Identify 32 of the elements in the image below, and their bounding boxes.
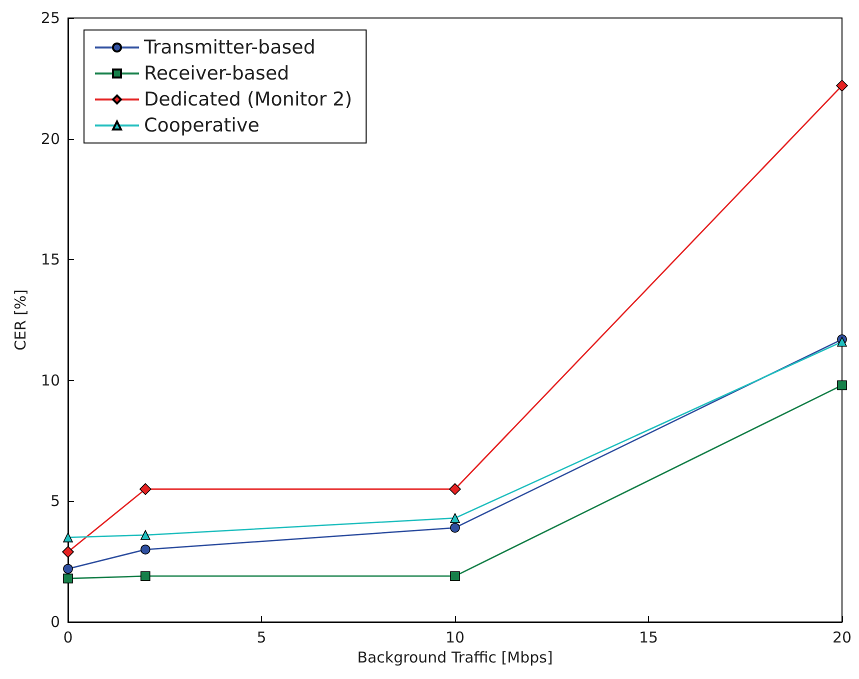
- point: [62, 546, 74, 558]
- y-tick-label: 5: [50, 492, 60, 510]
- point: [140, 544, 150, 554]
- legend-label: Cooperative: [144, 114, 260, 136]
- y-tick-label: 10: [40, 371, 60, 390]
- legend-label: Transmitter-based: [143, 36, 316, 58]
- point: [449, 483, 461, 496]
- x-tick-label: 20: [832, 628, 852, 646]
- point: [63, 532, 73, 542]
- point: [140, 571, 150, 581]
- point: [837, 380, 847, 390]
- x-tick-label: 5: [256, 628, 266, 646]
- x-tick-label: 15: [638, 628, 658, 646]
- point: [450, 571, 460, 581]
- point: [140, 483, 152, 496]
- point: [450, 513, 460, 524]
- y-tick-label: 25: [40, 9, 60, 27]
- x-tick-label: 0: [63, 628, 73, 646]
- point: [450, 522, 460, 533]
- legend-label: Dedicated (Monitor 2): [144, 88, 352, 110]
- point: [837, 336, 847, 347]
- point: [63, 564, 73, 574]
- point: [836, 80, 848, 92]
- legend-label: Receiver-based: [144, 62, 290, 84]
- y-axis-title: CER [%]: [12, 289, 30, 351]
- y-tick-label: 0: [50, 613, 60, 631]
- x-axis-title: Background Traffic [Mbps]: [357, 648, 553, 666]
- point: [63, 574, 73, 584]
- point: [140, 530, 150, 540]
- y-tick-label: 15: [40, 250, 60, 269]
- x-tick-label: 10: [445, 628, 465, 646]
- y-tick-label: 20: [40, 130, 60, 148]
